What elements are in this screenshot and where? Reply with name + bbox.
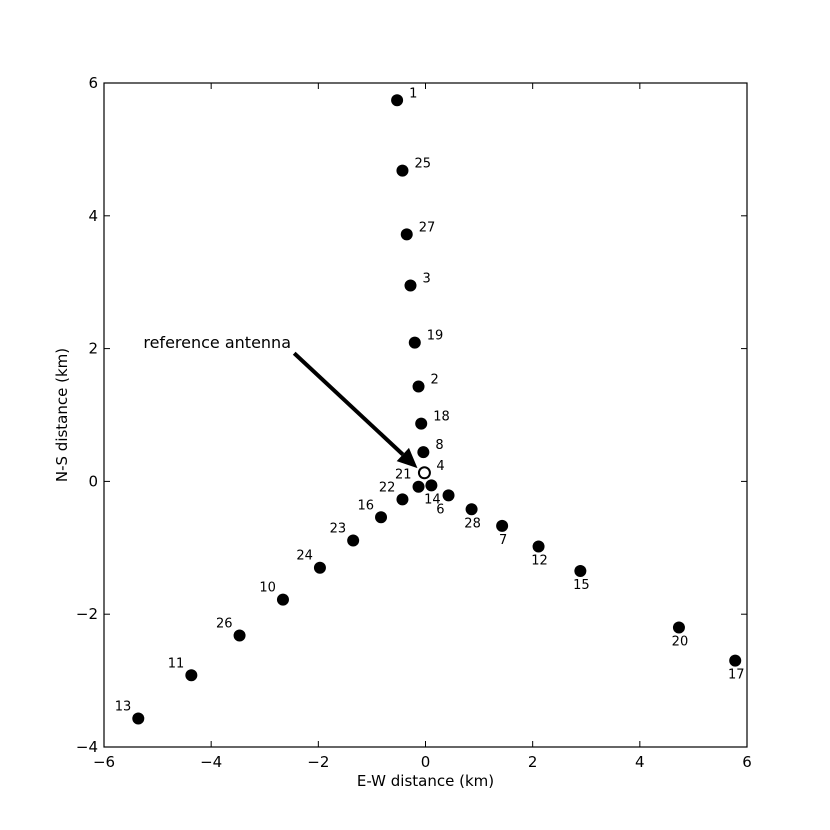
antenna-label: 13 [115, 699, 132, 714]
antenna-label: 28 [464, 516, 481, 531]
antenna-point [412, 480, 425, 493]
antenna-point [396, 164, 409, 177]
antenna-label: 1 [409, 86, 417, 101]
antenna-point [729, 654, 742, 667]
y-tick-label: 0 [88, 472, 98, 490]
reference-antenna-label: reference antenna [143, 333, 291, 352]
y-tick-label: −4 [76, 738, 98, 756]
antenna-label: 18 [433, 410, 450, 425]
antenna-label: 22 [379, 480, 396, 495]
x-tick-label: 6 [742, 753, 752, 771]
antenna-point [408, 336, 421, 349]
reference-arrow-shaft [292, 351, 405, 456]
x-tick-label: 2 [528, 753, 538, 771]
antenna-label: 21 [395, 468, 412, 483]
x-tick-label: −2 [307, 753, 329, 771]
antenna-point [400, 228, 413, 241]
reference-arrow-head [396, 447, 418, 469]
antenna-label: 6 [436, 502, 444, 517]
antenna-label: 20 [672, 634, 689, 649]
antenna-point [233, 629, 246, 642]
y-tick-label: 6 [88, 74, 98, 92]
antenna-label: 19 [427, 329, 444, 344]
antenna-point [185, 669, 198, 682]
antenna-point [672, 621, 685, 634]
antenna-label: 23 [330, 521, 347, 536]
y-tick-label: −2 [76, 605, 98, 623]
antenna-label: 26 [216, 616, 233, 631]
x-axis-label: E-W distance (km) [357, 772, 494, 790]
antenna-label: 10 [259, 581, 276, 596]
antenna-point [442, 489, 455, 502]
antenna-label: 15 [573, 578, 590, 593]
antenna-point [404, 279, 417, 292]
x-tick-label: 0 [421, 753, 431, 771]
antenna-label: 12 [531, 553, 548, 568]
antenna-point [313, 561, 326, 574]
antenna-point [375, 511, 388, 524]
x-tick-label: −4 [200, 753, 222, 771]
antenna-point [425, 479, 438, 492]
antenna-label: 25 [414, 157, 431, 172]
antenna-point [532, 540, 545, 553]
antenna-point [132, 712, 145, 725]
antenna-label: 4 [436, 459, 444, 474]
antenna-label: 24 [296, 549, 313, 564]
antenna-label: 8 [435, 438, 443, 453]
x-tick-label: 4 [635, 753, 645, 771]
antenna-label: 2 [431, 372, 439, 387]
antenna-label: 11 [168, 656, 185, 671]
antenna-label: 14 [424, 492, 441, 507]
antenna-label: 16 [357, 498, 374, 513]
antenna-point [496, 519, 509, 532]
antenna-label: 7 [499, 533, 507, 548]
antenna-point [574, 565, 587, 578]
antenna-label: 17 [728, 668, 745, 683]
antenna-label: 3 [422, 272, 430, 287]
y-tick-label: 4 [88, 207, 98, 225]
antenna-point [465, 503, 478, 516]
antenna-point [276, 593, 289, 606]
y-tick-label: 2 [88, 340, 98, 358]
antenna-point [417, 446, 430, 459]
antenna-point [412, 380, 425, 393]
antenna-point [415, 417, 428, 430]
x-tick-label: −6 [93, 753, 115, 771]
y-axis-label: N-S distance (km) [53, 348, 71, 482]
antenna-point [347, 534, 360, 547]
antenna-label: 27 [419, 220, 436, 235]
antenna-point [391, 94, 404, 107]
antenna-point [396, 493, 409, 506]
antenna-point-reference [417, 466, 431, 480]
